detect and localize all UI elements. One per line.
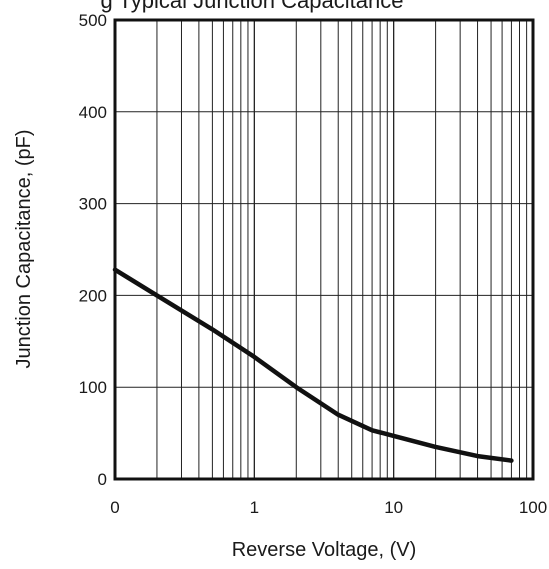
y-tick-label: 300 <box>79 195 107 214</box>
x-axis-label: Reverse Voltage, (V) <box>232 539 417 561</box>
x-tick-label: 1 <box>250 498 259 517</box>
x-tick-labels: 0 1 10 100 <box>110 498 547 517</box>
y-axis-label: Junction Capacitance, (pF) <box>13 129 35 368</box>
series-line-capacitance <box>112 267 514 463</box>
grid-lines <box>115 20 533 479</box>
chart-title-group: g Typical Junction Capacitance <box>101 0 404 13</box>
chart-title: g Typical Junction Capacitance <box>101 0 404 13</box>
y-tick-label: 0 <box>98 470 107 489</box>
x-tick-label: 100 <box>519 498 547 517</box>
plot-frame <box>113 18 535 481</box>
y-tick-labels: 0 100 200 300 400 500 <box>79 11 107 489</box>
x-tick-label: 0 <box>110 498 119 517</box>
x-tick-label: 10 <box>384 498 403 517</box>
y-tick-label: 500 <box>79 11 107 30</box>
y-tick-label: 400 <box>79 103 107 122</box>
y-tick-label: 200 <box>79 286 107 305</box>
y-tick-label: 100 <box>79 378 107 397</box>
